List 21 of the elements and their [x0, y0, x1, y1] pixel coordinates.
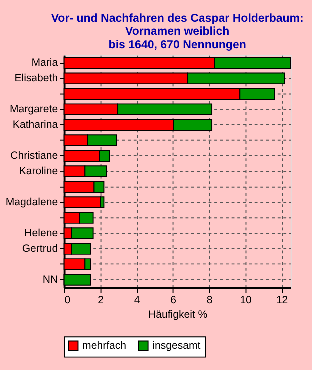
y-tick-label: Christiane	[10, 150, 58, 162]
x-axis-title: Häufigkeit %	[148, 308, 208, 321]
legend-label: insgesamt	[152, 340, 201, 352]
x-tick-label: 4	[134, 294, 140, 307]
y-tick-label: NN	[42, 274, 58, 286]
y-tick-label: Maria	[32, 57, 58, 70]
y-tick-label: Helene	[24, 227, 58, 240]
y-tick-label: Katharina	[12, 118, 58, 131]
y-tick-label: Magdalene	[6, 196, 58, 208]
legend-label: mehrfach	[82, 340, 127, 352]
x-tick-label: 6	[170, 294, 177, 307]
x-tick-label: 10	[240, 294, 252, 307]
y-tick-label: Margarete	[10, 103, 58, 116]
x-tick-label: 8	[206, 294, 213, 307]
y-tick-label: Gertrud	[22, 242, 58, 255]
x-tick-label: 2	[98, 294, 104, 307]
chart-title: Vor- und Nachfahren des Caspar Holderbaum: Vornamen weiblich bis 1640, 670 Nennungen	[51, 12, 304, 52]
y-tick-label: Karoline	[19, 165, 58, 178]
x-tick-label: 12	[276, 294, 288, 307]
x-tick-label: 0	[64, 294, 71, 307]
y-tick-label: Elisabeth	[14, 72, 58, 85]
